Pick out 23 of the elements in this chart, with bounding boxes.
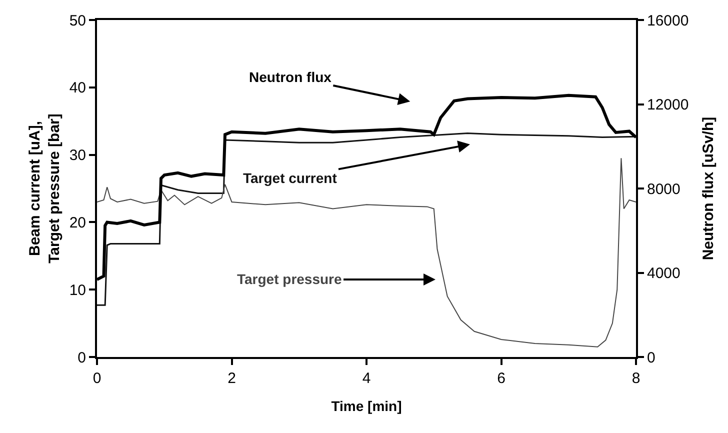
y2-tick-label: 8000 xyxy=(647,180,680,198)
x-tick-label: 0 xyxy=(92,370,102,387)
y-tick-label: 0 xyxy=(78,349,86,366)
line-series xyxy=(97,158,636,348)
y2-tick-label: 0 xyxy=(647,349,656,366)
x-tick-label: 6 xyxy=(497,370,506,387)
text: Target pressure xyxy=(237,271,342,287)
y2-tick-label: 16000 xyxy=(647,12,689,30)
y2-tick-label: 4000 xyxy=(647,265,680,282)
y-tick-label: 10 xyxy=(69,282,86,299)
y-tick-label: 50 xyxy=(69,12,86,30)
series-label: Target current xyxy=(243,170,338,186)
y-tick-label: 20 xyxy=(69,214,86,232)
y-axis-title: Beam current [uA], Target pressure [bar] xyxy=(26,114,64,264)
text: Neutron flux xyxy=(249,69,332,85)
x-tick-label: 8 xyxy=(632,370,640,387)
y-tick-label: 40 xyxy=(69,80,86,97)
y2-tick-label: 12000 xyxy=(647,96,689,114)
y-tick-label: 30 xyxy=(69,147,86,164)
x-axis-title: Time [min] xyxy=(331,398,402,414)
y2-axis-title: Neutron flux [uSv/h] xyxy=(700,116,718,260)
x-tick-label: 2 xyxy=(228,370,236,387)
x-tick-label: 4 xyxy=(362,370,371,387)
